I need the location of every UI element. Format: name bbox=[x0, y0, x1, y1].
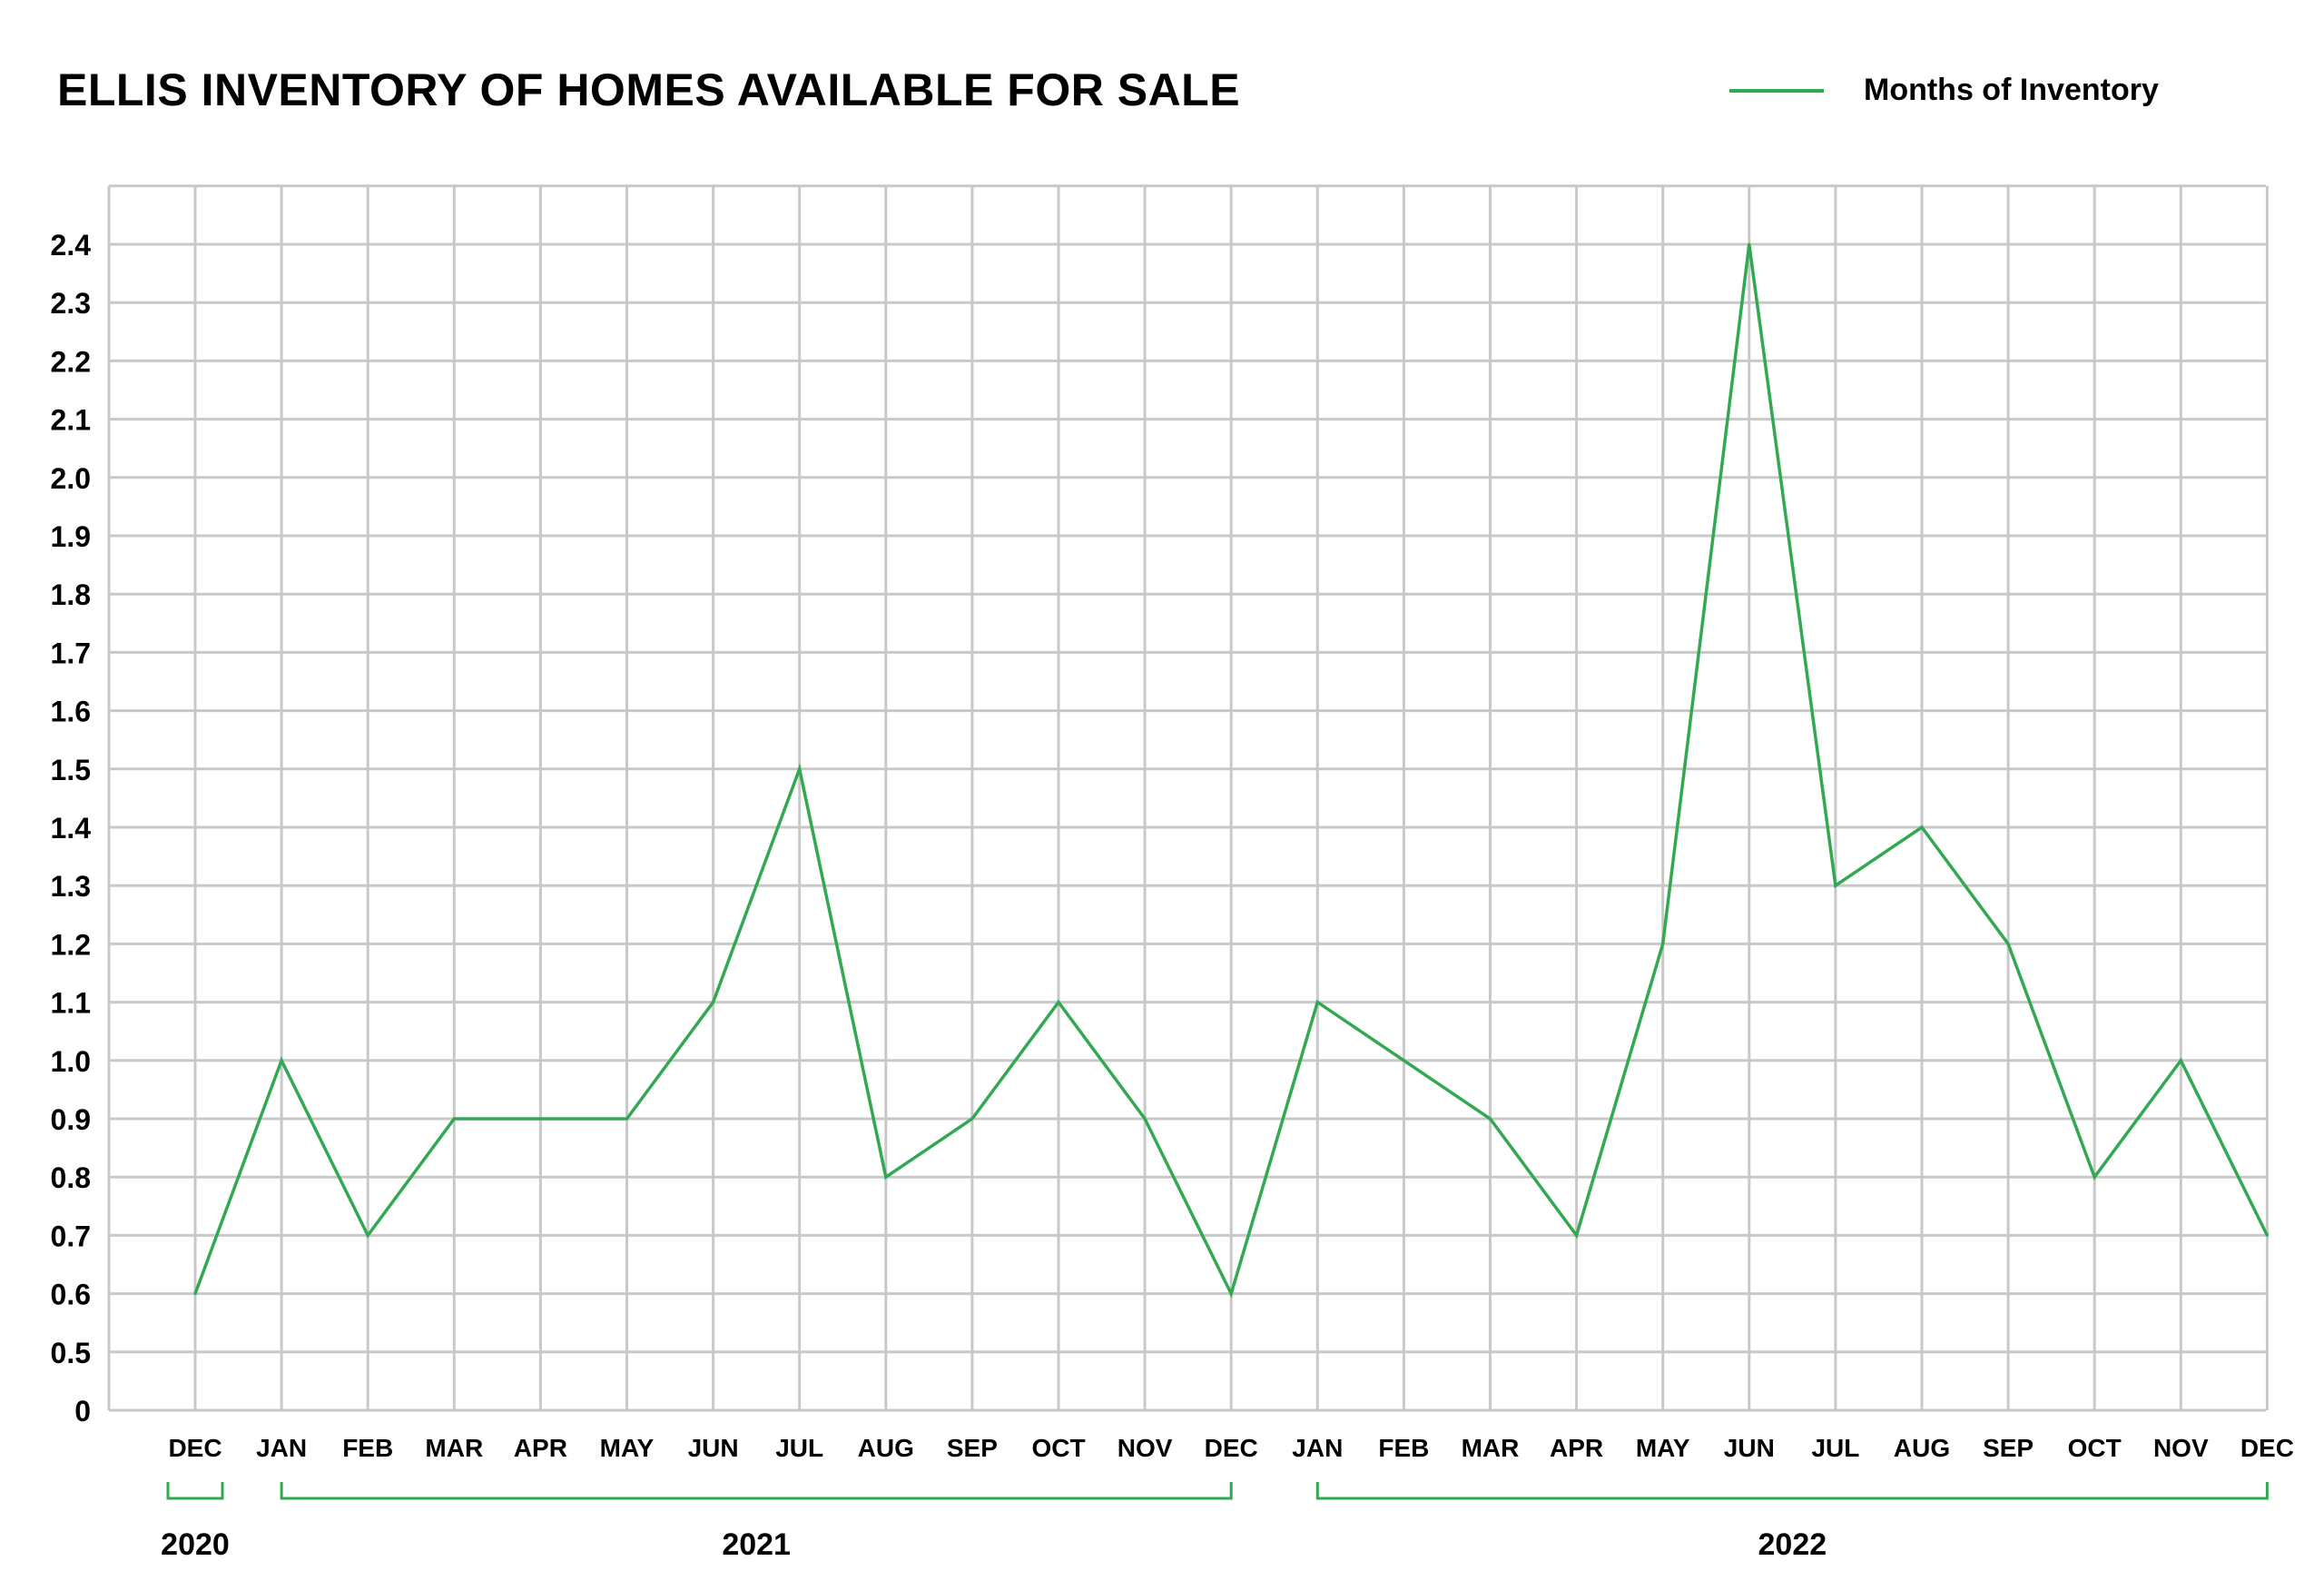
x-tick-label: DEC bbox=[2240, 1434, 2294, 1462]
y-tick-label: 0.5 bbox=[51, 1337, 91, 1369]
y-tick-label: 1.8 bbox=[51, 578, 91, 611]
x-tick-label: JUN bbox=[1724, 1434, 1775, 1462]
x-tick-label: JUL bbox=[1811, 1434, 1859, 1462]
data-point bbox=[884, 1175, 888, 1179]
data-point bbox=[1057, 1001, 1060, 1004]
y-tick-label: 1.1 bbox=[51, 987, 91, 1020]
x-tick-label: NOV bbox=[2153, 1434, 2209, 1462]
x-tick-label: JAN bbox=[1292, 1434, 1343, 1462]
data-point bbox=[1575, 1233, 1579, 1237]
data-point bbox=[1920, 825, 1924, 829]
data-point bbox=[2265, 1233, 2269, 1237]
y-tick-label: 1.4 bbox=[51, 812, 92, 845]
x-tick-label: MAY bbox=[600, 1434, 655, 1462]
x-tick-label: OCT bbox=[2068, 1434, 2122, 1462]
y-tick-label: 2.3 bbox=[51, 287, 91, 320]
data-point bbox=[970, 1117, 974, 1121]
data-point bbox=[1315, 1001, 1319, 1004]
x-tick-label: APR bbox=[514, 1434, 567, 1462]
data-point bbox=[452, 1117, 456, 1121]
data-point bbox=[1229, 1292, 1233, 1296]
x-tick-label: NOV bbox=[1118, 1434, 1173, 1462]
y-tick-label: 1.5 bbox=[51, 754, 91, 786]
y-tick-label: 1.2 bbox=[51, 928, 91, 961]
x-tick-label: AUG bbox=[1894, 1434, 1950, 1462]
data-point bbox=[1143, 1117, 1147, 1121]
x-tick-label: MAR bbox=[425, 1434, 483, 1462]
x-tick-label: APR bbox=[1550, 1434, 1603, 1462]
y-tick-label: 2.1 bbox=[51, 404, 91, 437]
year-label: 2020 bbox=[161, 1527, 230, 1562]
x-tick-label: MAY bbox=[1636, 1434, 1690, 1462]
legend-line-swatch bbox=[1729, 88, 1824, 93]
y-tick-label: 2.0 bbox=[51, 462, 91, 495]
data-point bbox=[712, 1001, 715, 1004]
year-bracket bbox=[1315, 1482, 2269, 1500]
x-tick-label: MAR bbox=[1462, 1434, 1520, 1462]
data-point bbox=[538, 1117, 542, 1121]
data-point bbox=[193, 1292, 197, 1296]
y-tick-label: 0 bbox=[74, 1395, 91, 1428]
y-tick-label: 0.9 bbox=[51, 1103, 91, 1136]
year-label: 2021 bbox=[722, 1527, 791, 1562]
x-tick-label: DEC bbox=[168, 1434, 222, 1462]
x-tick-label: SEP bbox=[947, 1434, 998, 1462]
y-tick-label: 2.2 bbox=[51, 345, 91, 378]
data-point bbox=[625, 1117, 628, 1121]
x-tick-label: JUL bbox=[775, 1434, 823, 1462]
chart-title: ELLIS INVENTORY OF HOMES AVAILABLE FOR S… bbox=[57, 64, 1241, 115]
year-bracket bbox=[280, 1482, 1233, 1500]
x-tick-label: JUN bbox=[688, 1434, 739, 1462]
data-point bbox=[1661, 942, 1665, 945]
data-point bbox=[366, 1233, 369, 1237]
y-tick-label: 0.7 bbox=[51, 1220, 91, 1252]
data-point bbox=[280, 1059, 283, 1062]
year-bracket bbox=[166, 1482, 224, 1500]
x-tick-label: FEB bbox=[342, 1434, 393, 1462]
y-tick-label: 1.0 bbox=[51, 1045, 91, 1078]
x-tick-label: DEC bbox=[1205, 1434, 1258, 1462]
data-point bbox=[1402, 1059, 1405, 1062]
legend-label: Months of Inventory bbox=[1864, 73, 2159, 107]
y-tick-label: 2.4 bbox=[51, 229, 92, 262]
data-point bbox=[798, 767, 802, 771]
data-point bbox=[2006, 942, 2010, 945]
data-point bbox=[2179, 1059, 2182, 1062]
data-point bbox=[2093, 1175, 2096, 1179]
data-point bbox=[1489, 1117, 1492, 1121]
y-tick-label: 1.7 bbox=[51, 637, 91, 669]
x-tick-label: SEP bbox=[1983, 1434, 2034, 1462]
x-tick-label: JAN bbox=[256, 1434, 307, 1462]
year-label: 2022 bbox=[1758, 1527, 1827, 1562]
x-tick-label: FEB bbox=[1378, 1434, 1429, 1462]
legend: Months of Inventory bbox=[1729, 73, 2159, 108]
y-tick-label: 0.8 bbox=[51, 1161, 91, 1194]
y-tick-label: 1.3 bbox=[51, 870, 91, 903]
y-tick-label: 1.9 bbox=[51, 520, 91, 553]
data-point bbox=[1834, 884, 1837, 887]
y-tick-label: 1.6 bbox=[51, 696, 91, 728]
x-tick-label: AUG bbox=[858, 1434, 914, 1462]
y-tick-label: 0.6 bbox=[51, 1279, 91, 1311]
x-tick-label: OCT bbox=[1031, 1434, 1085, 1462]
data-point bbox=[1748, 242, 1751, 246]
